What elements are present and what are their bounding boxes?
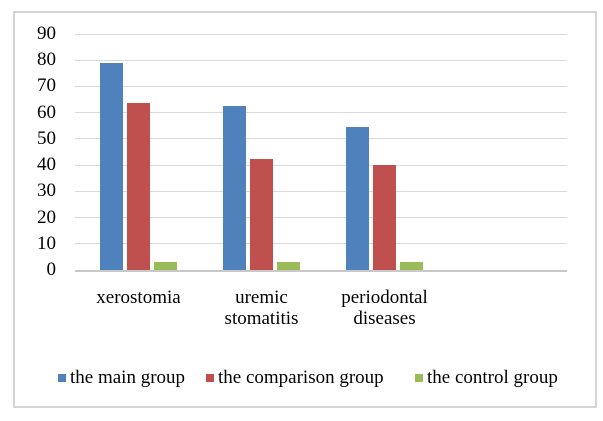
y-axis-tick-label: 10 [37,232,56,254]
legend-swatch-icon [58,374,66,382]
y-axis-tick-label: 80 [37,49,56,71]
bar-the-comparison-group [127,103,150,270]
gridline [75,190,567,192]
y-axis-tick-label: 90 [37,23,56,44]
y-axis-tick-label: 20 [37,206,56,228]
bar-the-control-group [154,262,177,270]
legend-item: the main group [58,367,185,389]
gridline [75,85,567,87]
x-category-label: periodontal diseases [341,287,428,329]
bar-the-control-group [277,262,300,270]
x-axis-line [75,270,567,272]
legend-label: the comparison group [218,367,384,388]
y-axis-tick-label: 70 [37,75,56,97]
gridline [75,33,567,35]
gridline [75,138,567,140]
bar-the-comparison-group [250,158,273,270]
x-category-label: xerostomia [96,287,181,308]
gridline [75,112,567,114]
bar-the-main-group [223,106,246,270]
gridline [75,59,567,61]
bar-the-main-group [100,62,123,270]
legend-label: the main group [70,367,186,388]
legend-swatch-icon [206,374,214,382]
x-category-label: uremic stomatitis [224,287,299,329]
bar-the-control-group [400,262,423,270]
gridline [75,164,567,166]
legend-item: the control group [415,367,558,389]
gridline [75,243,567,245]
gridline [75,217,567,219]
bar-the-comparison-group [373,165,396,270]
y-axis-tick-label: 0 [46,259,57,280]
y-axis-tick-label: 30 [37,180,56,202]
legend-swatch-icon [415,374,423,382]
legend-item: the comparison group [206,367,384,389]
legend-label: the control group [427,367,558,388]
y-axis-tick-label: 50 [37,127,56,149]
bar-the-main-group [346,127,369,270]
y-axis-tick-label: 40 [37,154,56,176]
y-axis-tick-label: 60 [37,101,56,123]
